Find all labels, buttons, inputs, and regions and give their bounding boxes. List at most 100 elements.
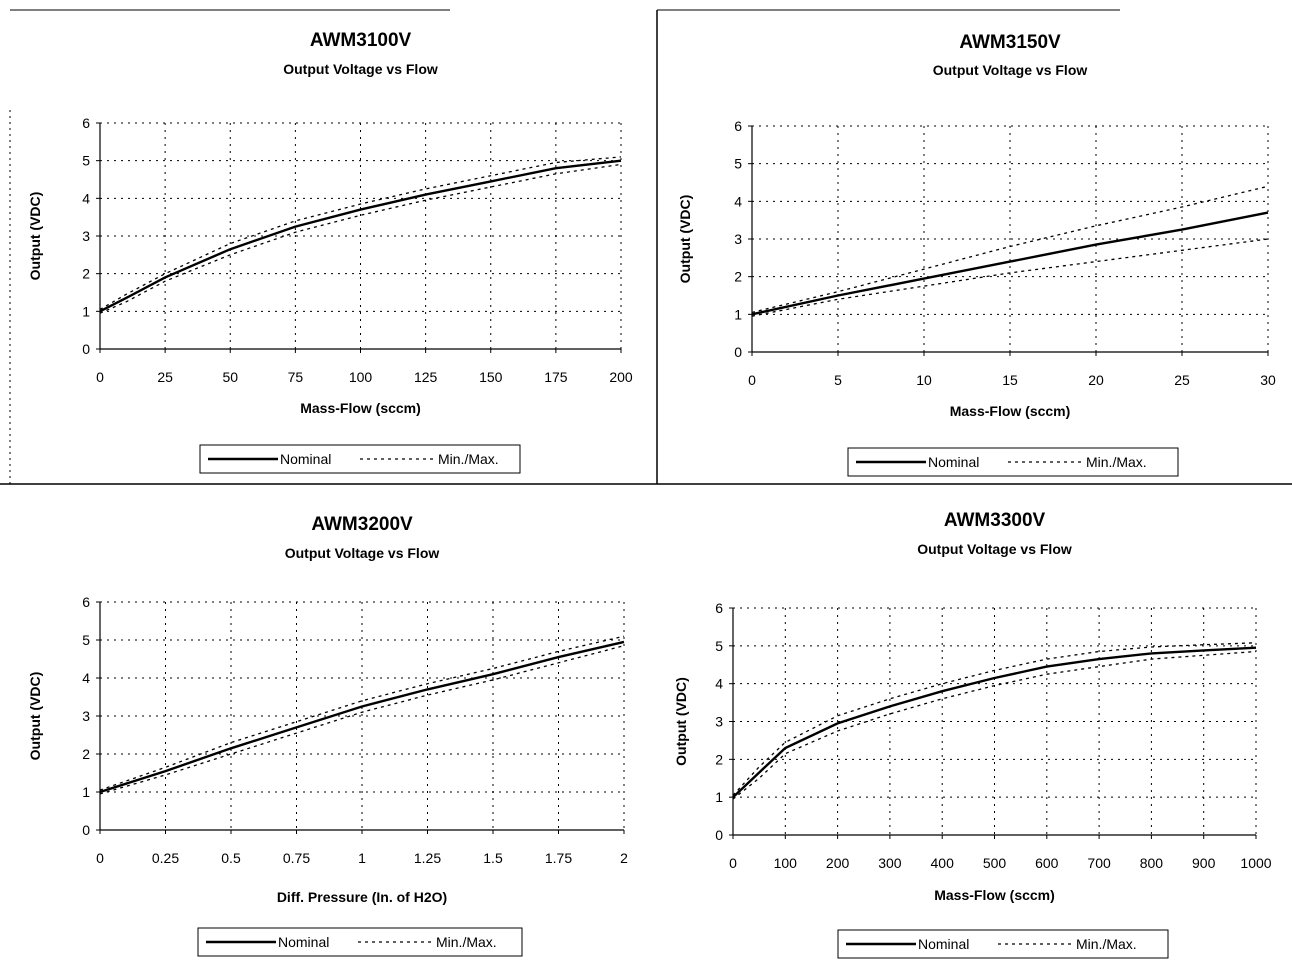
y-tick-label: 4 (82, 670, 90, 686)
x-tick-label: 600 (1035, 855, 1059, 871)
y-tick-label: 4 (734, 193, 742, 209)
y-tick-label: 1 (734, 306, 742, 322)
x-tick-label: 10 (916, 372, 932, 388)
chart-subtitle: Output Voltage vs Flow (283, 61, 438, 77)
x-tick-label: 300 (878, 855, 902, 871)
series-minmax-line-2 (99, 163, 622, 314)
y-tick-label: 2 (82, 266, 90, 282)
x-tick-label: 20 (1088, 372, 1104, 388)
series-nominal-line (99, 640, 625, 794)
x-tick-label: 1.5 (483, 850, 503, 866)
series-minmax-line-1 (751, 185, 1269, 314)
series-minmax-line-2 (732, 650, 1257, 800)
series-nominal-line (99, 159, 622, 313)
chart-2: AWM3150V Output Voltage vs Flow 0 1 2 3 4 5 6 0 5 1… (677, 32, 1276, 477)
x-tick-label: 75 (288, 369, 304, 385)
x-tick-label: 0.5 (221, 850, 241, 866)
chart-subtitle: Output Voltage vs Flow (917, 541, 1072, 557)
x-tick-label: 0.75 (283, 850, 310, 866)
x-tick-label: 1.25 (414, 850, 441, 866)
x-tick-label: 700 (1087, 855, 1111, 871)
x-tick-label: 2 (620, 850, 628, 866)
y-tick-label: 1 (82, 784, 90, 800)
x-tick-label: 150 (479, 369, 503, 385)
y-tick-label: 2 (734, 269, 742, 285)
chart-title: AWM3150V (959, 32, 1061, 53)
chart-title: AWM3300V (944, 510, 1046, 531)
series-minmax-line-2 (99, 645, 625, 795)
x-tick-label: 0 (748, 372, 756, 388)
y-tick-label: 3 (82, 708, 90, 724)
x-tick-label: 1.75 (545, 850, 572, 866)
y-tick-label: 6 (82, 115, 90, 131)
legend-label-nominal: Nominal (918, 936, 969, 952)
chart-3: AWM3200V Output Voltage vs Flow 0 1 2 3 4 5 6 0 0.… (27, 514, 628, 957)
x-tick-label: 0 (96, 850, 104, 866)
legend: Nominal Min./Max. (847, 447, 1179, 477)
chart-title: AWM3200V (311, 514, 413, 535)
series-minmax-line-1 (732, 642, 1257, 796)
y-tick-label: 5 (82, 153, 90, 169)
chart-subtitle: Output Voltage vs Flow (285, 545, 440, 561)
series-minmax-line-1 (99, 156, 622, 310)
y-tick-label: 4 (715, 676, 723, 692)
x-tick-label: 900 (1192, 855, 1216, 871)
x-axis-label: Mass-Flow (sccm) (934, 887, 1055, 903)
x-tick-label: 30 (1260, 372, 1276, 388)
x-tick-label: 25 (1174, 372, 1190, 388)
y-tick-label: 0 (82, 822, 90, 838)
y-tick-label: 3 (82, 228, 90, 244)
x-tick-label: 0.25 (152, 850, 179, 866)
series-minmax-line-1 (99, 635, 625, 791)
x-tick-label: 1 (358, 850, 366, 866)
y-tick-label: 3 (715, 714, 723, 730)
x-tick-label: 1000 (1240, 855, 1271, 871)
x-tick-label: 175 (544, 369, 568, 385)
x-axis-label: Mass-Flow (sccm) (300, 400, 421, 416)
series-nominal-line (751, 211, 1269, 316)
y-tick-label: 0 (715, 827, 723, 843)
x-tick-label: 0 (729, 855, 737, 871)
x-axis-label: Diff. Pressure (In. of H2O) (277, 889, 447, 905)
x-tick-label: 100 (349, 369, 373, 385)
y-tick-label: 5 (82, 632, 90, 648)
legend-label-minmax: Min./Max. (436, 934, 497, 950)
y-tick-label: 1 (715, 789, 723, 805)
y-tick-label: 5 (734, 156, 742, 172)
x-tick-label: 200 (826, 855, 850, 871)
legend-label-minmax: Min./Max. (438, 451, 499, 467)
x-tick-label: 400 (931, 855, 955, 871)
y-axis-label: Output (VDC) (27, 672, 43, 761)
chart-4: AWM3300V Output Voltage vs Flow 0 1 2 3 4 5 6 0 10… (673, 510, 1272, 959)
x-tick-label: 50 (222, 369, 238, 385)
y-tick-label: 6 (734, 118, 742, 134)
x-tick-label: 100 (774, 855, 798, 871)
y-tick-label: 6 (82, 594, 90, 610)
legend-label-minmax: Min./Max. (1086, 454, 1147, 470)
y-axis-label: Output (VDC) (673, 677, 689, 766)
legend: Nominal Min./Max. (837, 929, 1169, 959)
y-tick-label: 5 (715, 638, 723, 654)
x-tick-label: 125 (414, 369, 438, 385)
y-axis-label: Output (VDC) (27, 192, 43, 281)
y-tick-label: 2 (715, 751, 723, 767)
series-nominal-line (732, 646, 1257, 799)
y-tick-label: 0 (82, 341, 90, 357)
y-tick-label: 2 (82, 746, 90, 762)
chart-title: AWM3100V (310, 30, 412, 51)
y-tick-label: 6 (715, 600, 723, 616)
x-tick-label: 0 (96, 369, 104, 385)
legend-label-nominal: Nominal (280, 451, 331, 467)
x-tick-label: 500 (983, 855, 1007, 871)
y-tick-label: 1 (82, 303, 90, 319)
series-minmax-line-2 (751, 238, 1269, 317)
legend-label-minmax: Min./Max. (1076, 936, 1137, 952)
chart-subtitle: Output Voltage vs Flow (933, 62, 1088, 78)
x-tick-label: 800 (1140, 855, 1164, 871)
x-tick-label: 15 (1002, 372, 1018, 388)
x-tick-label: 200 (609, 369, 633, 385)
x-axis-label: Mass-Flow (sccm) (950, 403, 1071, 419)
chart-1: AWM3100V Output Voltage vs Flow 0 1 2 3 4 5 6 0 25… (27, 30, 633, 474)
legend: Nominal Min./Max. (199, 444, 521, 474)
